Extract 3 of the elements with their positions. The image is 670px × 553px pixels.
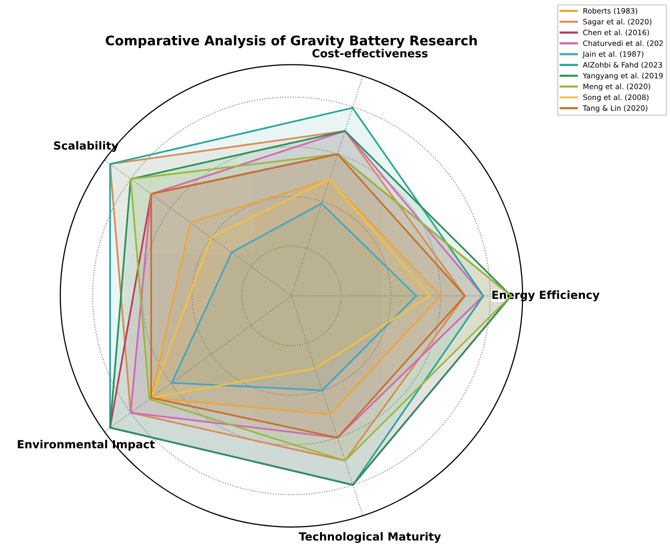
spoke-label: Cost-effectiveness bbox=[312, 48, 428, 58]
spoke-label: Technological Maturity bbox=[298, 532, 441, 543]
text: Comparative Analysis of Gravity Battery Research bbox=[106, 35, 477, 48]
